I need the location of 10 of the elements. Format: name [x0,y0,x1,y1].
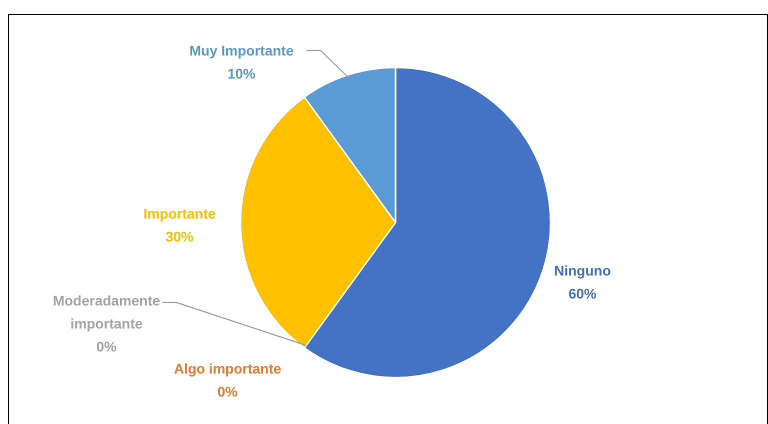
slice-label: Ninguno [554,262,611,278]
data-label: 30% [165,228,194,244]
category-label: Algo importante [174,360,282,376]
data-label: 10% [227,66,256,82]
text: 0% [96,338,117,354]
category-label: Moderadamente importante [52,292,160,332]
data-label: 60% [568,286,598,302]
slice-label: Importante [143,206,216,222]
slice-label: Muy Importante [189,42,294,58]
text: 0% [217,384,238,400]
